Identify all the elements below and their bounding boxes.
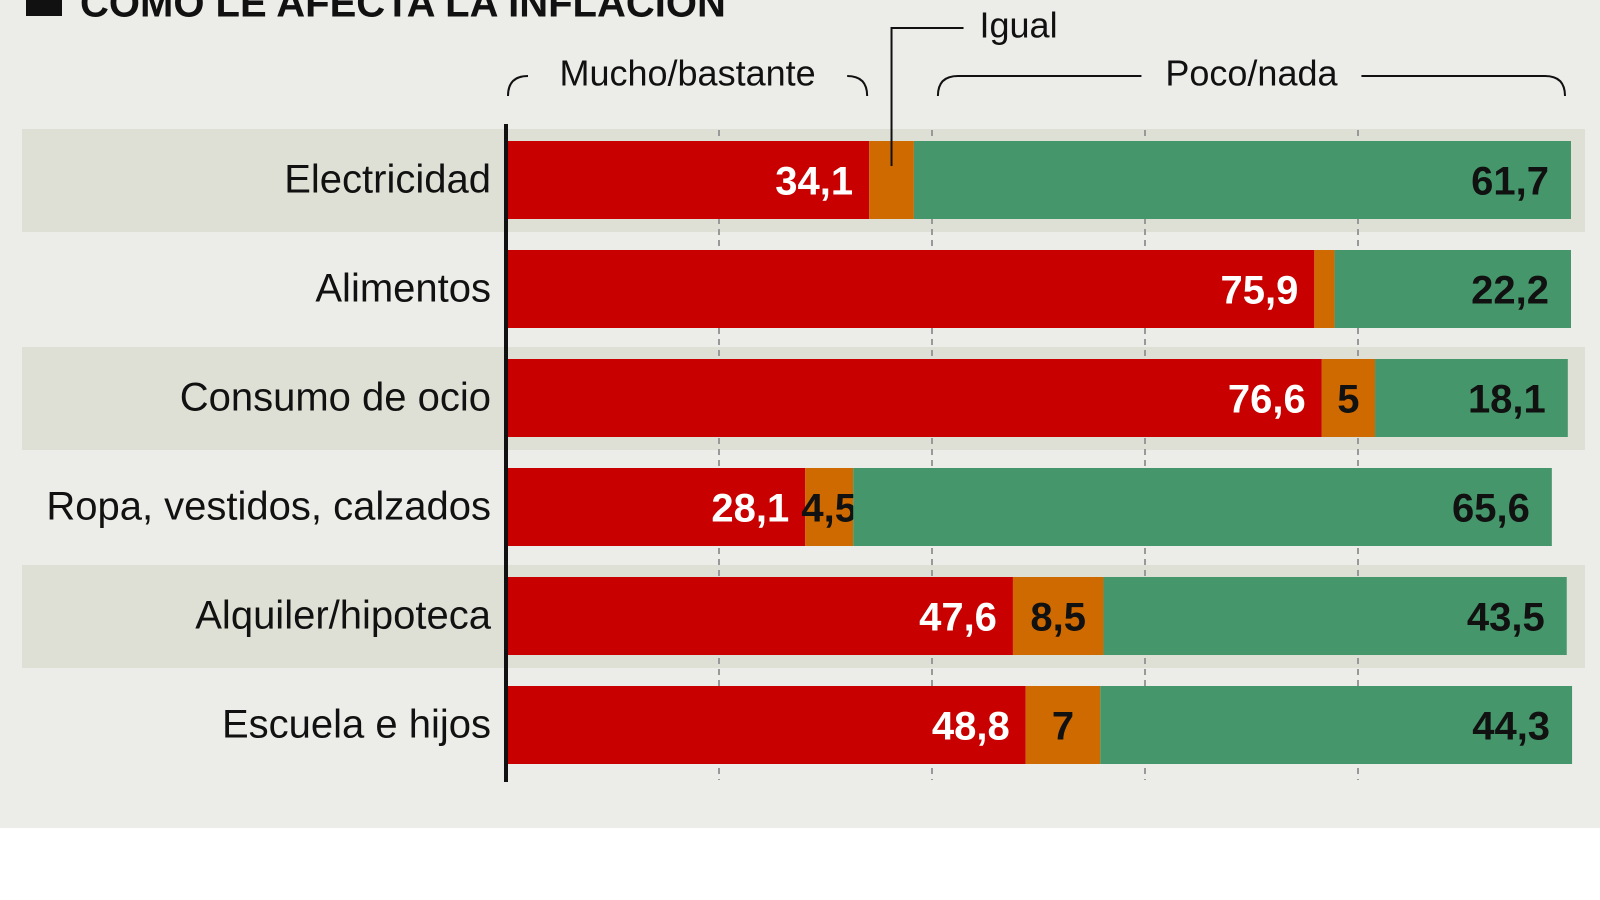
bar-segment	[506, 686, 1026, 764]
category-label: Consumo de ocio	[180, 376, 491, 420]
bar-segment	[1103, 577, 1567, 655]
bar-segment	[1314, 250, 1335, 328]
value-label: 7	[1052, 705, 1074, 749]
bar-segment	[805, 468, 854, 546]
value-label: 65,6	[1452, 487, 1530, 531]
bar-segment	[1375, 359, 1568, 437]
category-label: Ropa, vestidos, calzados	[46, 485, 491, 529]
bracket	[507, 75, 529, 97]
chart-title: COMO LE AFECTA LA INFLACIÓN	[80, 0, 726, 26]
bar-segment	[506, 359, 1322, 437]
leader-line	[890, 27, 964, 166]
bar-segment	[1100, 686, 1573, 764]
value-label: 76,6	[1228, 378, 1306, 422]
value-label: 47,6	[919, 596, 997, 640]
legend-label: Mucho/bastante	[559, 53, 815, 94]
value-label: 34,1	[775, 160, 853, 204]
category-label: Electricidad	[284, 158, 491, 202]
value-label: 44,3	[1472, 705, 1550, 749]
bar-segment	[853, 468, 1552, 546]
bar-segment	[1012, 577, 1104, 655]
value-label: 18,1	[1468, 378, 1546, 422]
bar-segment	[506, 577, 1013, 655]
value-label: 8,5	[1030, 596, 1086, 640]
bracket	[847, 75, 869, 97]
value-label: 61,7	[1471, 160, 1549, 204]
value-label: 5	[1337, 378, 1359, 422]
bar-segment	[1334, 250, 1571, 328]
legend-label: Igual	[980, 5, 1058, 46]
value-label: 4,5	[801, 487, 857, 531]
category-label: Escuela e hijos	[222, 703, 491, 747]
bar-segment	[1321, 359, 1376, 437]
value-label: 48,8	[932, 705, 1010, 749]
value-label: 28,1	[711, 487, 789, 531]
title-marker	[26, 0, 62, 16]
bar-segment	[913, 141, 1571, 219]
category-label: Alimentos	[315, 267, 491, 311]
bar-segment	[1025, 686, 1101, 764]
bar-segment	[506, 141, 870, 219]
legend-label: Poco/nada	[1165, 53, 1338, 94]
value-label: 75,9	[1220, 269, 1298, 313]
bracket	[936, 75, 1566, 97]
category-label: Alquiler/hipoteca	[195, 594, 491, 638]
bar-segment	[506, 250, 1315, 328]
bar-segment	[506, 468, 806, 546]
value-label: 22,2	[1471, 269, 1549, 313]
value-label: 43,5	[1467, 596, 1545, 640]
